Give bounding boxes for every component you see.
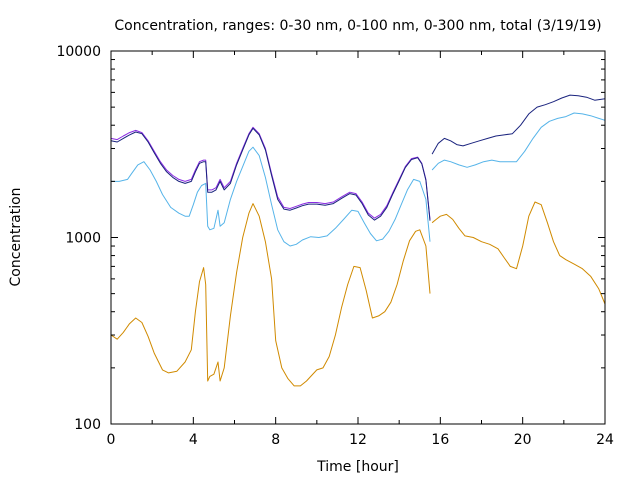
x-tick-label: 16 [431,432,449,448]
series-layer [110,94,606,387]
y-axis-label: Concentration [8,187,24,286]
x-tick-label: 20 [514,432,532,448]
y-tick-label: 10000 [56,44,101,60]
x-tick-label: 4 [189,432,198,448]
x-tick-label: 8 [271,432,280,448]
x-tick-label: 24 [596,432,614,448]
series-line-6 [431,94,606,155]
axis-layer: 0 4 8 12 16 20 24 100 1000 10000 [56,44,614,448]
plot-area: 0 4 8 12 16 20 24 100 1000 10000 [56,44,614,448]
y-tick-label: 100 [74,417,101,433]
series-line-1 [110,203,431,387]
x-tick-label: 0 [107,432,116,448]
series-line-3 [431,112,606,171]
series-line-4 [110,126,431,220]
series-line-5 [110,127,431,221]
x-axis-label: Time [hour] [316,459,399,475]
y-tick-label: 1000 [65,231,101,247]
series-line-7 [431,201,606,305]
series-line-2 [111,146,431,247]
chart-title: Concentration, ranges: 0-30 nm, 0-100 nm… [114,18,601,34]
x-tick-label: 12 [349,432,367,448]
plot-frame [110,50,606,425]
